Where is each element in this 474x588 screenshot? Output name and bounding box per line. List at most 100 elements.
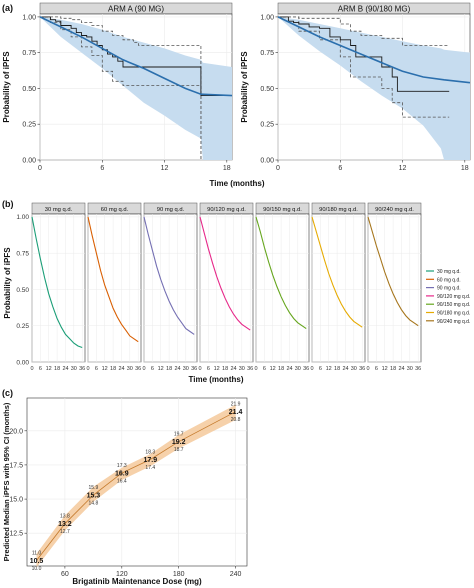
median-label: 13.2: [58, 521, 72, 528]
median-label: 16.9: [115, 471, 129, 478]
arm-a-predicted-median-line: [39, 16, 233, 97]
y-tick-label: 0.50: [22, 86, 36, 93]
facet-curve: [87, 216, 139, 343]
ci-upper-label: 15.9: [89, 485, 99, 491]
y-tick-label: 0.25: [260, 122, 274, 129]
facet-curve: [255, 216, 307, 330]
ci-lower-label: 16.4: [117, 479, 127, 485]
arm-b-ylabel: Probability of iPFS: [240, 51, 249, 123]
facet-x-tick-label: 18: [110, 366, 116, 372]
legend-label: 60 mg q.d.: [437, 277, 461, 283]
facet-x-tick-label: 30: [127, 366, 133, 372]
facet-x-tick-label: 0: [142, 366, 145, 372]
facet-curve: [367, 216, 419, 327]
x-tick-label: 0: [276, 165, 280, 172]
arm-b-observed-ci-lower: [278, 16, 450, 118]
facet-x-tick-label: 6: [207, 366, 210, 372]
panel-c-median-line: [36, 411, 236, 561]
facet-panel: [143, 213, 198, 363]
x-tick-label: 18: [461, 165, 469, 172]
arm-a-observed-ci-lower: [40, 16, 202, 160]
ci-upper-label: 18.3: [145, 450, 155, 456]
y-tick-label: 0.50: [260, 86, 274, 93]
facet-x-tick-label: 24: [286, 366, 292, 372]
ci-upper-label: 13.8: [60, 514, 70, 520]
median-label: 17.9: [143, 457, 157, 464]
x-tick-label: 60: [61, 571, 69, 578]
panel-b-y-axis: 0.00 0.25 0.50 0.75 1.00: [16, 214, 29, 366]
ci-lower-label: 18.7: [174, 447, 184, 453]
facet-curve: [311, 216, 363, 328]
arm-b-title: ARM B (90/180 MG): [338, 5, 411, 14]
ci-lower-label: 12.7: [60, 529, 70, 535]
facet-x-tick-label: 30: [239, 366, 245, 372]
facet-x-tick-label: 36: [359, 366, 365, 372]
y-tick-label: 0.75: [16, 251, 29, 258]
arm-a-ylabel: Probability of iPFS: [2, 51, 11, 123]
median-label: 21.4: [229, 409, 243, 416]
median-label: 19.2: [172, 439, 186, 446]
facet-strip-label: 30 mg q.d.: [45, 207, 73, 213]
panel-label-c: (c): [2, 388, 13, 398]
facet-x-tick-label: 6: [319, 366, 322, 372]
x-tick-label: 6: [100, 165, 104, 172]
arm-a-plot: ARM A (90 MG) 0 6 12 18 0.00 0.25 0.50 0.75 1.00…: [2, 2, 233, 172]
facet-x-tick-label: 24: [118, 366, 124, 372]
facet-curve: [31, 216, 83, 349]
x-tick-label: 12: [161, 165, 169, 172]
facet-x-tick-label: 30: [295, 366, 301, 372]
facet-x-tick-label: 12: [102, 366, 108, 372]
facet-x-tick-label: 30: [183, 366, 189, 372]
facet-curve: [143, 216, 195, 335]
facet-x-tick-label: 24: [62, 366, 68, 372]
panel-a-xlabel: Time (months): [210, 179, 265, 188]
facet-x-tick-label: 0: [366, 366, 369, 372]
panel-c-plot: 11.010.510.0 13.813.212.7 15.9 15.314.8 17.3…: [9, 397, 248, 578]
facet-x-tick-label: 0: [198, 366, 201, 372]
facet-curve: [199, 216, 251, 331]
y-tick-label: 15.0: [9, 497, 23, 504]
facet-strip-label: 60 mg q.d.: [101, 207, 129, 213]
y-tick-label: 1.00: [16, 214, 29, 221]
facet-x-tick-label: 24: [230, 366, 236, 372]
x-tick-label: 0: [38, 165, 42, 172]
facet-x-tick-label: 30: [71, 366, 77, 372]
facet-x-tick-label: 6: [375, 366, 378, 372]
legend-label: 90/150 mg q.d.: [437, 302, 470, 308]
x-tick-label: 12: [399, 165, 407, 172]
ci-upper-label: 17.3: [117, 463, 127, 469]
facet-x-tick-label: 6: [39, 366, 42, 372]
ci-lower-label: 10.0: [32, 566, 42, 572]
arm-b-predicted-band: [278, 16, 470, 161]
y-tick-label: 20.0: [9, 428, 23, 435]
facet-x-tick-label: 24: [342, 366, 348, 372]
panel-label-a: (a): [2, 3, 13, 13]
facet-strip-label: 90/150 mg q.d.: [263, 207, 302, 213]
median-label: 15.3: [87, 493, 101, 500]
facet-x-tick-label: 36: [415, 366, 421, 372]
median-label: 10.5: [30, 558, 44, 565]
facet-x-tick-label: 18: [390, 366, 396, 372]
y-tick-label: 0.75: [22, 50, 36, 57]
panel-b-xlabel: Time (months): [189, 375, 244, 384]
x-tick-label: 120: [116, 571, 128, 578]
arm-a-predicted-band: [40, 16, 232, 161]
legend-label: 90 mg q.d.: [437, 286, 461, 292]
y-tick-label: 0.50: [16, 287, 29, 294]
y-tick-label: 12.5: [9, 531, 23, 538]
facet-x-tick-label: 12: [46, 366, 52, 372]
panel-b-ylabel: Probability of iPFS: [3, 247, 12, 319]
x-tick-label: 180: [173, 571, 185, 578]
facet-x-tick-label: 24: [174, 366, 180, 372]
facet-strip-label: 90/180 mg q.d.: [319, 207, 358, 213]
x-tick-label: 6: [338, 165, 342, 172]
facet-x-tick-label: 36: [135, 366, 141, 372]
y-tick-label: 0.75: [260, 50, 274, 57]
facet-panel: [199, 213, 254, 363]
facet-x-tick-label: 36: [191, 366, 197, 372]
facet-x-tick-label: 12: [326, 366, 332, 372]
facet-x-tick-label: 36: [303, 366, 309, 372]
x-tick-label: 240: [230, 571, 242, 578]
